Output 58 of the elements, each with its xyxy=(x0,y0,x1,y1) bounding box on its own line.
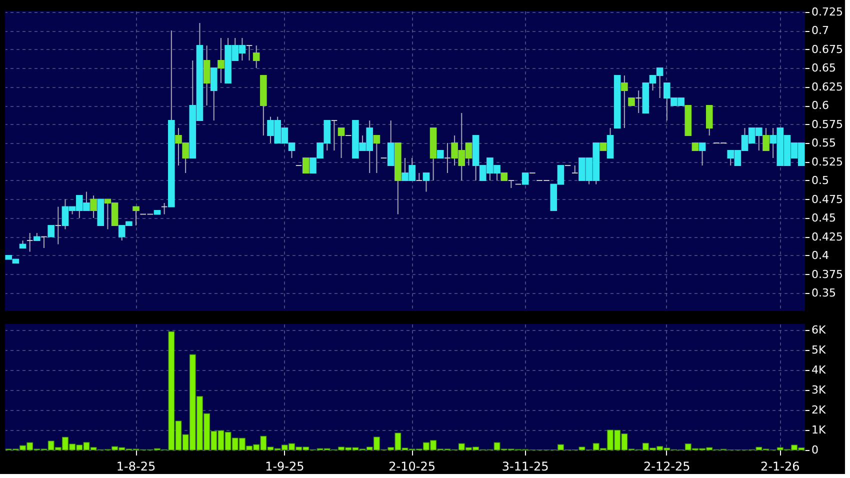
candlestick xyxy=(40,236,48,248)
y-tick-label: 0.7 xyxy=(812,24,829,37)
y-tick-label: 0.35 xyxy=(812,286,836,300)
x-tick-label: 2-1-26 xyxy=(760,460,800,474)
candlestick xyxy=(698,142,706,166)
y-tick-label: 0.475 xyxy=(812,192,843,206)
x-tick-label: 3-11-25 xyxy=(502,460,549,474)
y-tick-label: 1K xyxy=(812,424,826,436)
y-tick-label: 0.4 xyxy=(812,249,829,262)
y-tick-label: 0.725 xyxy=(812,5,843,18)
candlestick xyxy=(338,128,345,158)
x-tick-label: 1-9-25 xyxy=(265,460,304,474)
y-tick-label: 0.425 xyxy=(812,230,843,244)
candlestick xyxy=(302,158,310,174)
y-tick-label: 0 xyxy=(812,444,818,456)
candlestick xyxy=(387,120,394,166)
candlestick xyxy=(621,75,628,128)
candlestick xyxy=(90,195,97,218)
candlestick xyxy=(330,120,338,151)
y-tick-label: 0.6 xyxy=(812,99,829,112)
y-tick-label: 2K xyxy=(812,404,826,416)
y-tick-label: 0.65 xyxy=(812,62,836,74)
candlestick xyxy=(706,105,713,136)
candlestick xyxy=(218,38,224,84)
candlestick xyxy=(508,180,515,188)
candlestick xyxy=(210,68,218,121)
y-tick-label: 5K xyxy=(812,344,826,356)
candlestick xyxy=(422,172,430,192)
candlestick xyxy=(762,128,770,151)
candlestick xyxy=(444,142,451,174)
candlestick xyxy=(635,90,642,114)
candlestick xyxy=(606,128,614,158)
y-tick-label: 0.5 xyxy=(812,174,829,187)
y-tick-label: 0.575 xyxy=(812,118,843,131)
y-tick-label: 6K xyxy=(812,324,826,336)
candlestick xyxy=(416,172,423,181)
candlestick xyxy=(48,225,54,238)
y-tick-label: 0.55 xyxy=(812,136,836,150)
y-tick-label: 4K xyxy=(812,364,826,376)
y-tick-label: 0.675 xyxy=(812,42,843,56)
candlestick xyxy=(54,206,62,245)
x-tick-label: 1-8-25 xyxy=(116,460,156,474)
candlestick xyxy=(571,165,578,174)
candlestick xyxy=(522,172,529,185)
x-tick-label: 2-10-25 xyxy=(388,460,436,474)
y-tick-label: 0.375 xyxy=(812,268,843,281)
y-tick-label: 0.45 xyxy=(812,212,836,224)
candlestick xyxy=(203,45,210,106)
candlestick xyxy=(132,206,140,226)
y-tick-label: 3K xyxy=(812,384,826,396)
candlestick xyxy=(252,45,260,68)
x-tick-label: 2-12-25 xyxy=(643,460,690,474)
candlestick xyxy=(373,135,380,174)
y-tick-label: 0.525 xyxy=(812,155,843,168)
y-tick-label: 0.625 xyxy=(812,80,843,94)
candlestick xyxy=(160,202,168,215)
candlestick xyxy=(246,45,253,61)
candlestick xyxy=(26,232,34,252)
